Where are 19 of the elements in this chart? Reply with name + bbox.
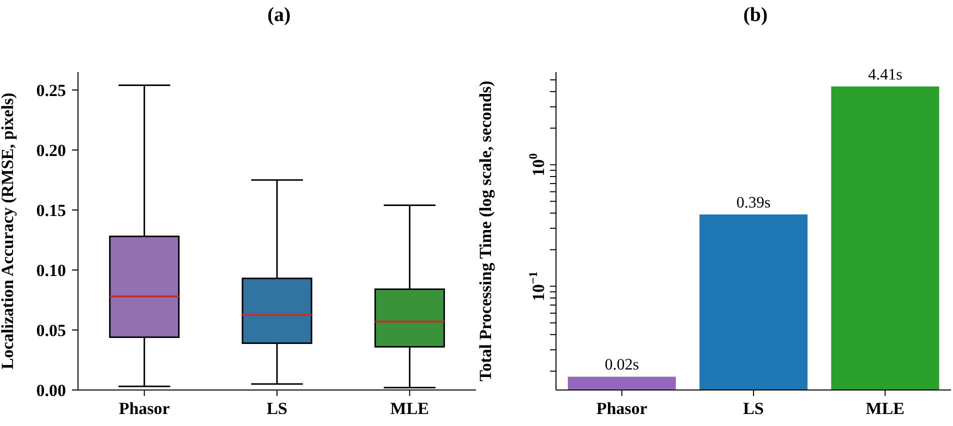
y-tick-label: 0.25 (36, 81, 66, 100)
data-label: 0.39s (736, 194, 771, 212)
data-label: 4.41s (868, 66, 902, 84)
y-axis-title: Total Processing Time (log scale, seconds) (476, 80, 496, 382)
y-tick-label: 0.20 (36, 141, 66, 160)
x-tick-label: LS (266, 399, 288, 418)
x-tick-label: MLE (866, 399, 905, 418)
y-axis-title: Localization Accuracy (RMSE, pixels) (0, 92, 18, 370)
x-tick-label: LS (743, 399, 764, 418)
y-tick-label: 0.05 (36, 321, 66, 340)
y-tick-label: 0.00 (36, 381, 66, 400)
x-tick-label: Phasor (118, 399, 170, 418)
x-tick-label: MLE (390, 399, 430, 418)
y-tick-label: 0.15 (36, 201, 66, 220)
y-tick-label: 0.10 (36, 261, 66, 280)
data-label: 0.02s (604, 356, 639, 374)
chart-title: (a) (267, 4, 291, 26)
x-tick-label: Phasor (596, 399, 648, 418)
chart-title: (b) (743, 4, 768, 26)
